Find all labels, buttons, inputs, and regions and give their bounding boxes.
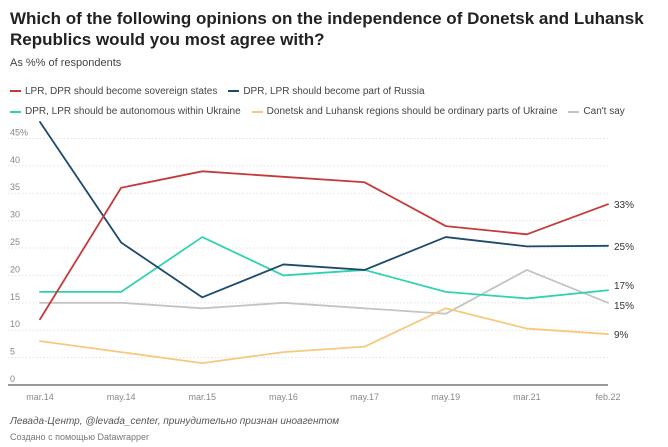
series-line	[39, 121, 609, 299]
y-tick-label: 40	[10, 155, 20, 165]
legend-swatch	[228, 90, 240, 92]
series-end-label: 9%	[614, 330, 629, 341]
y-tick-label: 45%	[10, 127, 28, 137]
chart-subtitle: As %% of respondents	[10, 57, 122, 69]
y-tick-label: 25	[10, 237, 20, 247]
x-tick-label: may.14	[107, 392, 136, 402]
x-tick-label: mar.15	[189, 392, 217, 402]
series-line	[39, 307, 609, 364]
legend-label: DPR, LPR should become part of Russia	[243, 85, 425, 97]
legend-swatch	[10, 90, 21, 92]
y-tick-label: 35	[10, 182, 20, 192]
series-end-label: 25%	[614, 242, 634, 253]
legend-item: DPR, LPR should become part of Russia	[228, 82, 425, 101]
series-end-label: 17%	[614, 281, 634, 292]
x-tick-label: may.17	[350, 392, 379, 402]
y-tick-label: 10	[10, 319, 20, 329]
series-end-label: 15%	[614, 301, 634, 312]
x-tick-label: may.19	[431, 392, 460, 402]
credit-note: Создано с помощью Datawrapper	[10, 432, 150, 442]
legend-label: Can't say	[583, 106, 625, 117]
series-end-label: 33%	[614, 200, 634, 211]
y-tick-label: 15	[10, 292, 20, 302]
x-tick-label: mar.14	[26, 392, 54, 402]
legend-label: LPR, DPR should become sovereign states	[25, 85, 218, 97]
legend-item: Can't say	[568, 102, 625, 121]
x-tick-label: feb.22	[595, 392, 620, 402]
y-tick-label: 0	[10, 374, 15, 384]
legend-swatch	[568, 110, 580, 113]
chart-title: Which of the following opinions on the i…	[10, 9, 644, 49]
x-tick-label: may.16	[269, 392, 298, 402]
source-note: Левада-Центр, @levada_center, принудител…	[10, 416, 340, 427]
legend-item: DPR, LPR should be autonomous within Ukr…	[10, 102, 241, 121]
legend-item: LPR, DPR should become sovereign states	[10, 82, 217, 101]
series-line	[39, 269, 609, 315]
legend-item: Donetsk and Luhansk regions should be or…	[251, 102, 558, 121]
legend-swatch	[10, 110, 21, 113]
legend-label: Donetsk and Luhansk regions should be or…	[266, 106, 558, 117]
y-tick-label: 5	[10, 347, 15, 357]
series-line	[39, 236, 609, 300]
y-tick-label: 20	[10, 264, 20, 274]
x-tick-label: mar.21	[513, 392, 541, 402]
legend-swatch	[251, 110, 263, 113]
y-tick-label: 30	[10, 210, 20, 220]
chart-legend: LPR, DPR should become sovereign states D…	[10, 80, 665, 121]
series-line	[39, 170, 609, 321]
legend-label: DPR, LPR should be autonomous within Ukr…	[25, 106, 241, 117]
